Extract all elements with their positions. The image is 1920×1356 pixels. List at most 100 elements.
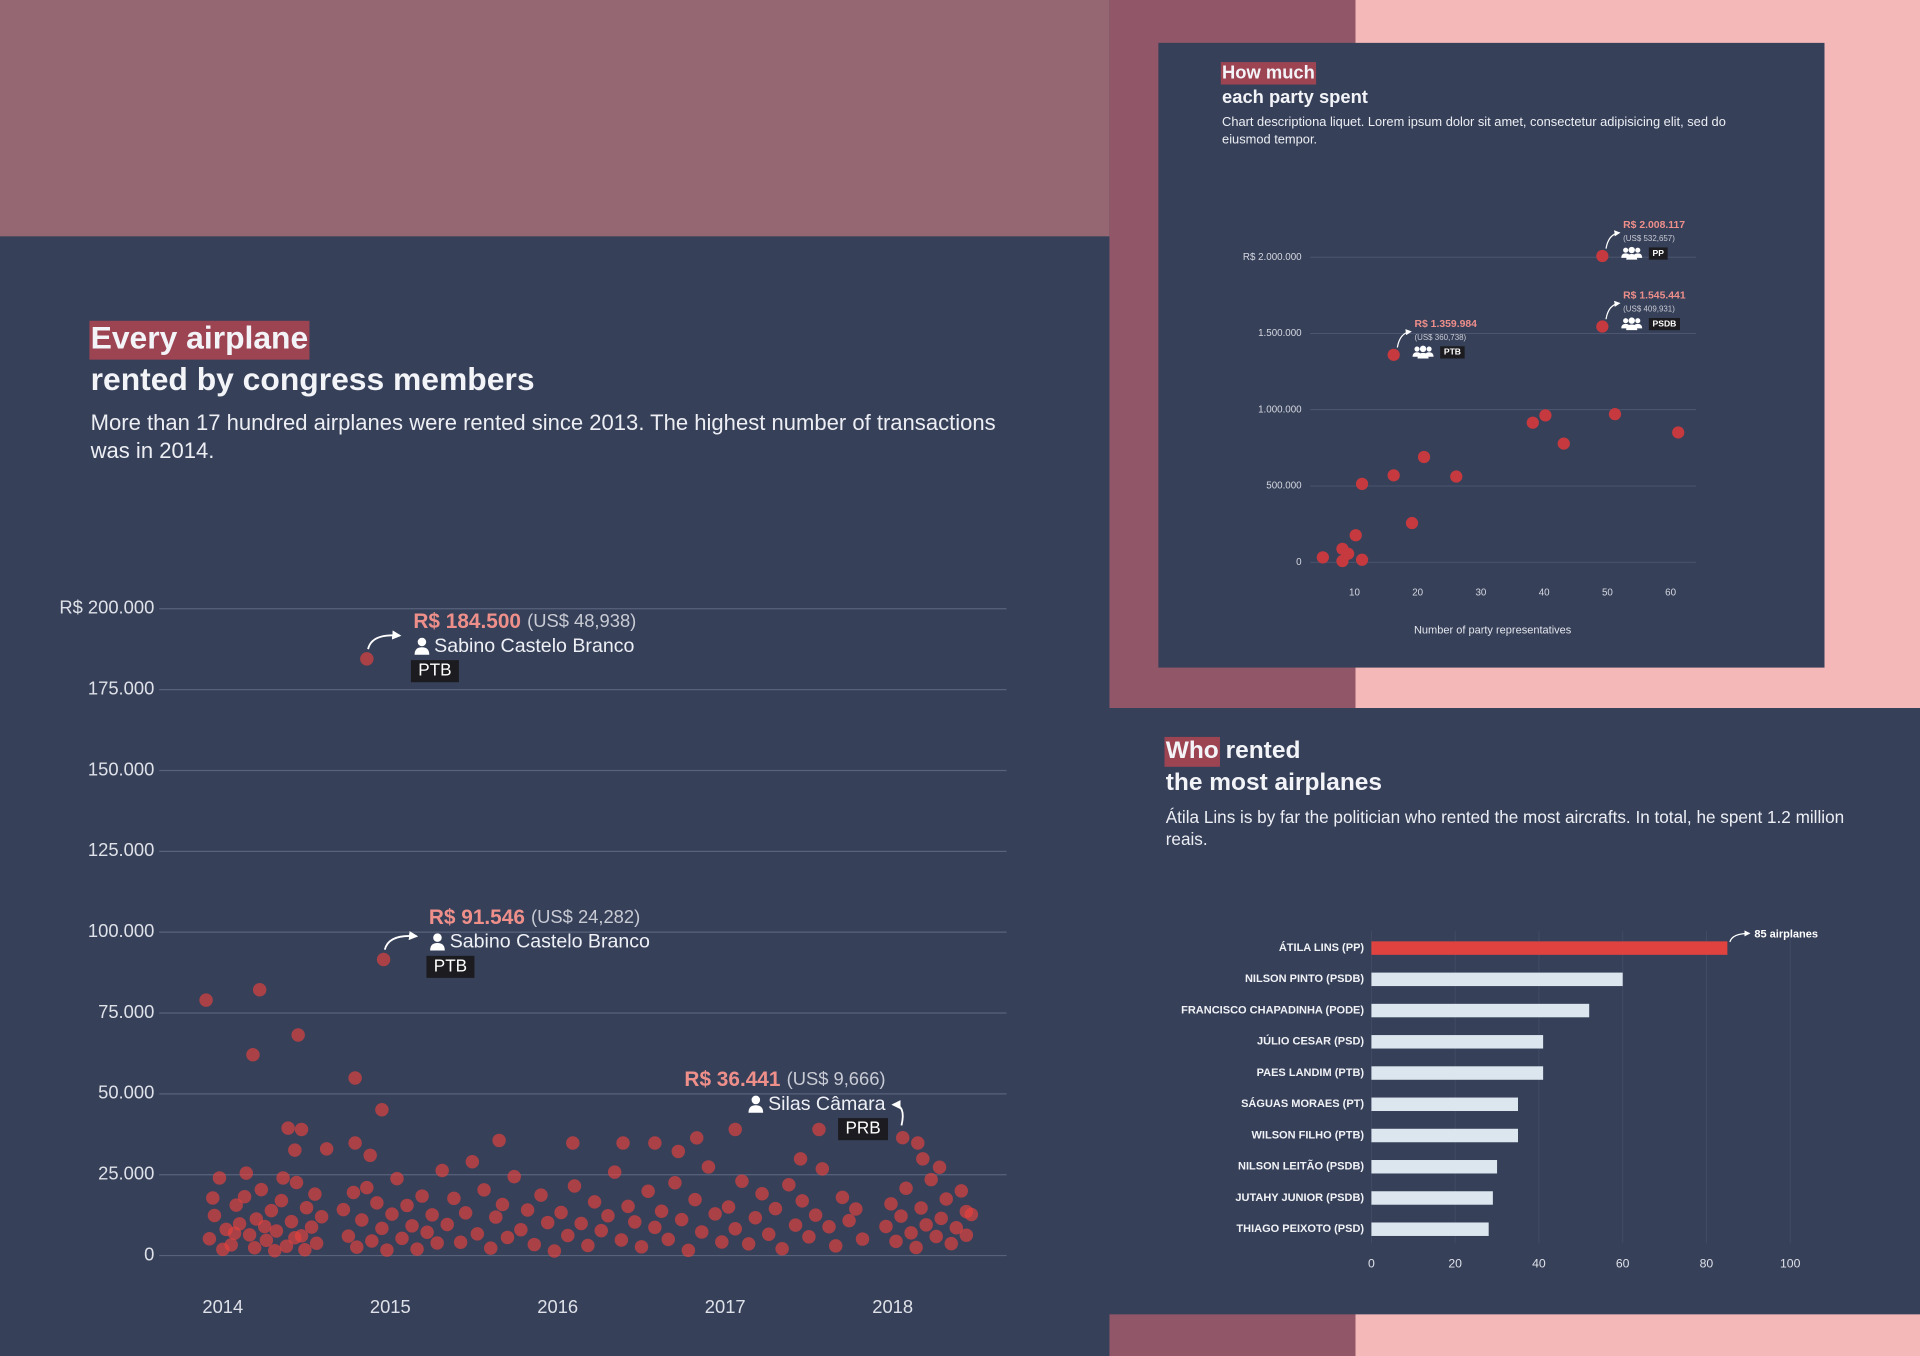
data-point: [254, 1182, 269, 1197]
annotation-value: R$ 1.545.441: [1623, 291, 1686, 302]
person-icon: [430, 933, 445, 951]
y-tick-label: 100.000: [88, 920, 154, 941]
data-point: [314, 1210, 329, 1224]
data-point: [259, 1233, 274, 1248]
data-point: [808, 1208, 823, 1222]
data-point: [430, 1236, 444, 1250]
x-tick-label: 50: [1602, 587, 1613, 598]
chart-description: Chart descriptiona liquet. Lorem ipsum d…: [1222, 115, 1726, 147]
data-point: [959, 1228, 974, 1242]
data-point: [782, 1177, 796, 1192]
icon-body: [414, 647, 430, 655]
data-point: [674, 1212, 689, 1227]
annotation-usd: (US$ 409,931): [1623, 305, 1675, 314]
data-point: [348, 1136, 362, 1150]
data-point: [715, 1235, 729, 1249]
data-point: [1342, 547, 1355, 560]
data-point: [288, 1143, 302, 1157]
data-point: [688, 1192, 702, 1207]
annotation-brl: R$ 91.546: [429, 905, 525, 928]
data-point: [932, 1160, 947, 1175]
icon-head: [1623, 247, 1629, 253]
icon-head: [1628, 317, 1635, 324]
data-point: [304, 1220, 319, 1234]
bar: [1371, 941, 1728, 955]
category-label: JÚLIO CESAR (PSD): [1257, 1035, 1364, 1048]
y-tick-label: 125.000: [88, 839, 154, 860]
description-box: Átila Lins is by far the politician who …: [1165, 807, 1845, 849]
data-point: [216, 1242, 230, 1257]
data-point: [1596, 249, 1609, 263]
category-label: NILSON LEITÃO (PSDB): [1238, 1160, 1364, 1173]
bar: [1371, 1160, 1498, 1174]
annotation-name: Sabino Castelo Branco: [450, 931, 650, 953]
data-point: [815, 1162, 830, 1176]
data-point: [264, 1203, 279, 1218]
annotation-name: Sabino Castelo Branco: [434, 635, 634, 657]
icon-head: [433, 933, 442, 942]
data-point: [728, 1221, 742, 1236]
data-point: [909, 1240, 923, 1255]
icon-head: [1419, 345, 1427, 353]
x-tick-label: 60: [1616, 1256, 1630, 1270]
data-point: [601, 1209, 615, 1223]
data-point: [904, 1226, 918, 1240]
annotation-value: R$ 2.008.117: [1623, 220, 1685, 231]
x-tick-label: 40: [1539, 587, 1550, 598]
value-label: 85 airplanes: [1754, 929, 1818, 941]
data-point: [919, 1218, 933, 1232]
data-point: [614, 1233, 629, 1247]
panel: [0, 236, 1110, 1356]
data-point: [458, 1206, 473, 1220]
data-point: [299, 1200, 314, 1215]
party-badge-label: PP: [1653, 248, 1665, 258]
x-tick-label: 100: [1780, 1256, 1801, 1270]
data-point: [410, 1242, 424, 1256]
data-point: [453, 1235, 468, 1250]
chart-title: rented by congress members: [91, 362, 535, 398]
data-point: [212, 1171, 227, 1185]
icon-head: [417, 637, 427, 647]
x-tick-label: 2018: [872, 1296, 913, 1317]
data-point: [435, 1163, 449, 1178]
data-point: [375, 1221, 389, 1236]
data-point: [1355, 553, 1369, 566]
data-point: [527, 1237, 542, 1252]
y-tick-label: 1.500.000: [1258, 328, 1302, 339]
data-point: [242, 1228, 257, 1242]
data-point: [855, 1232, 870, 1246]
bar: [1371, 972, 1623, 987]
chart-title: the most airplanes: [1166, 769, 1382, 796]
data-point: [380, 1243, 394, 1257]
data-point: [246, 1047, 260, 1062]
y-tick-label: 75.000: [98, 1001, 154, 1022]
data-point: [1316, 551, 1329, 564]
bar: [1371, 1035, 1544, 1049]
data-point: [279, 1239, 294, 1253]
x-tick-label: 0: [1368, 1256, 1375, 1270]
data-point: [755, 1187, 769, 1201]
data-point: [514, 1222, 528, 1237]
data-point: [616, 1136, 630, 1150]
data-point: [348, 1071, 362, 1085]
title-part: rented by congress members: [91, 362, 535, 398]
data-point: [934, 1211, 948, 1226]
data-point: [566, 1136, 580, 1150]
data-point: [1387, 469, 1400, 482]
data-point: [1405, 516, 1419, 530]
annotation-arrow: [891, 1100, 904, 1126]
data-point: [308, 1187, 322, 1201]
annotation-arrow: [1396, 329, 1412, 348]
annotation-usd: (US$ 360,738): [1414, 333, 1466, 342]
data-point: [276, 1171, 290, 1185]
annotation-arrow: [1605, 300, 1621, 320]
data-point: [1355, 477, 1369, 490]
category-label: THIAGO PEIXOTO (PSD): [1236, 1223, 1364, 1235]
data-point: [574, 1216, 588, 1231]
data-point: [911, 1136, 925, 1150]
data-point: [641, 1184, 655, 1198]
chart-description: Átila Lins is by far the politician who …: [1165, 807, 1845, 849]
data-point: [269, 1224, 284, 1238]
data-point: [355, 1213, 369, 1227]
